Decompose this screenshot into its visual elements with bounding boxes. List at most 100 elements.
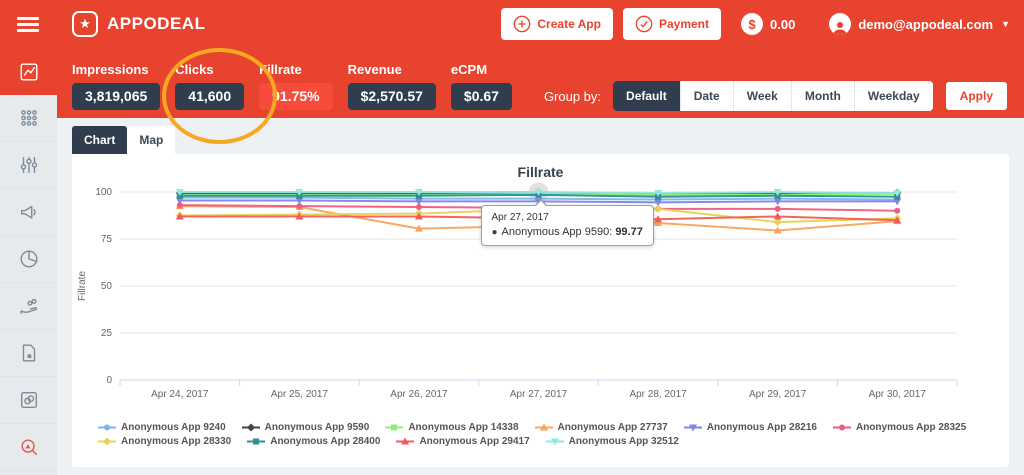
legend-marker-icon (98, 437, 116, 446)
sidebar-item-sliders[interactable] (0, 142, 57, 189)
svg-text:Apr 26, 2017: Apr 26, 2017 (390, 389, 448, 400)
legend-marker-icon (545, 438, 564, 446)
user-menu[interactable]: demo@appodeal.com ▼ (829, 13, 1010, 35)
legend-marker-icon (385, 424, 404, 431)
sidebar (0, 48, 57, 475)
svg-text:0: 0 (106, 375, 112, 386)
chart-card: Fillrate 0 25 50 75 100 Apr 24, 2017 Apr 25, 2… (72, 154, 1009, 467)
plus-circle-icon (514, 15, 531, 33)
group-by-month[interactable]: Month (791, 81, 855, 111)
metric-impressions[interactable]: Impressions 3,819,065 (72, 62, 161, 110)
ad-units-icon (20, 391, 37, 409)
svg-text:Apr 28, 2017: Apr 28, 2017 (629, 389, 687, 400)
sidebar-item-search-analytics[interactable] (0, 424, 57, 471)
group-by-label: Group by: (543, 88, 602, 104)
legend-item[interactable]: Anonymous App 28330 (98, 436, 231, 447)
legend-marker-icon (241, 423, 260, 432)
sidebar-item-hand-coins[interactable] (0, 283, 57, 330)
tooltip-date: Apr 27, 2017 (491, 212, 549, 224)
pie-chart-icon (20, 250, 37, 268)
apps-grid-icon (20, 110, 37, 126)
document-icon (22, 344, 35, 362)
apply-button[interactable]: Apply (944, 81, 1008, 111)
legend-marker-icon (396, 437, 415, 445)
user-email: demo@appodeal.com (858, 16, 994, 32)
sidebar-item-ad-units[interactable] (0, 377, 57, 424)
sliders-icon (20, 156, 37, 174)
view-tabs: Chart Map (72, 126, 176, 154)
legend-marker-icon (98, 424, 116, 431)
group-by-week[interactable]: Week (733, 81, 792, 111)
legend-item[interactable]: Anonymous App 28325 (832, 422, 966, 433)
top-header: ★ APPODEAL Create App Payment $ 0.00 dem… (0, 0, 1024, 48)
create-app-button[interactable]: Create App (501, 8, 613, 40)
metric-label: Impressions (72, 62, 149, 77)
svg-text:25: 25 (101, 328, 113, 339)
chart-title: Fillrate (517, 164, 564, 180)
metric-value: $0.67 (450, 83, 512, 110)
svg-text:Apr 25, 2017: Apr 25, 2017 (271, 389, 329, 400)
metrics-bar: Impressions 3,819,065 Clicks 41,600 Fillrate… (72, 62, 512, 110)
sidebar-item-document[interactable] (0, 330, 57, 377)
check-circle-icon (635, 15, 653, 33)
series-bullet-icon: ● (491, 227, 498, 239)
sidebar-item-line-chart[interactable] (0, 48, 57, 95)
metric-label: Revenue (347, 62, 402, 77)
metric-revenue[interactable]: Revenue $2,570.57 (347, 62, 436, 110)
balance[interactable]: $ 0.00 (741, 13, 795, 35)
group-by-date[interactable]: Date (680, 81, 734, 111)
balance-amount: 0.00 (770, 16, 796, 32)
metrics-band: Impressions 3,819,065 Clicks 41,600 Fillrate… (57, 48, 1024, 118)
megaphone-icon (20, 205, 36, 219)
chart-area[interactable]: 0 25 50 75 100 Apr 24, 2017 Apr 25, 2017 Apr 26… (72, 182, 1009, 416)
menu-icon[interactable] (17, 16, 39, 32)
sidebar-item-pie-chart[interactable] (0, 236, 57, 283)
legend-item[interactable]: Anonymous App 28216 (683, 422, 817, 433)
metric-value: 3,819,065 (72, 83, 161, 110)
svg-text:Apr 30, 2017: Apr 30, 2017 (869, 389, 927, 400)
line-chart-icon (20, 63, 37, 80)
chart-legend: Anonymous App 9240 Anonymous App 9590 Anon… (98, 422, 988, 447)
svg-text:Apr 29, 2017: Apr 29, 2017 (749, 389, 807, 400)
tooltip-series-label: Anonymous App 9590: (501, 226, 613, 239)
tab-map[interactable]: Map (127, 126, 176, 154)
group-by: Group by: Default Date Week Month Weekday Ap… (544, 81, 1008, 111)
svg-text:50: 50 (101, 281, 113, 292)
metric-label: Fillrate (259, 62, 302, 77)
avatar (829, 13, 852, 35)
svg-text:75: 75 (101, 234, 113, 245)
svg-text:Apr 24, 2017: Apr 24, 2017 (151, 389, 209, 400)
metric-ecpm[interactable]: eCPM $0.67 (450, 62, 512, 110)
sidebar-item-megaphone[interactable] (0, 189, 57, 236)
metric-clicks[interactable]: Clicks 41,600 (175, 62, 245, 110)
tab-chart[interactable]: Chart (72, 126, 128, 154)
appodeal-logo[interactable]: ★ APPODEAL (72, 11, 205, 37)
legend-item[interactable]: Anonymous App 32512 (545, 436, 679, 447)
svg-text:100: 100 (95, 187, 112, 198)
legend-item[interactable]: Anonymous App 27737 (534, 422, 668, 433)
metric-label: eCPM (450, 62, 488, 77)
legend-marker-icon (534, 423, 553, 431)
payment-button[interactable]: Payment (622, 8, 721, 40)
legend-marker-icon (247, 438, 266, 445)
metric-value: 91.75% (259, 83, 333, 110)
legend-item[interactable]: Anonymous App 29417 (396, 436, 530, 447)
metric-value: $2,570.57 (347, 83, 436, 110)
tooltip-value: 99.77 (615, 226, 643, 239)
dollar-icon: $ (741, 13, 763, 35)
legend-item[interactable]: Anonymous App 9240 (98, 422, 226, 433)
chevron-down-icon: ▼ (1001, 19, 1010, 29)
group-by-default[interactable]: Default (613, 81, 681, 111)
group-by-options: Default Date Week Month Weekday (613, 81, 933, 111)
svg-text:Fillrate: Fillrate (77, 271, 88, 301)
metric-fillrate[interactable]: Fillrate 91.75% (259, 62, 333, 110)
brand-name: APPODEAL (107, 14, 206, 33)
sidebar-item-apps-grid[interactable] (0, 95, 57, 142)
legend-item[interactable]: Anonymous App 14338 (385, 422, 519, 433)
search-analytics-icon (20, 439, 37, 456)
legend-item[interactable]: Anonymous App 28400 (247, 436, 380, 447)
group-by-weekday[interactable]: Weekday (854, 81, 933, 111)
legend-item[interactable]: Anonymous App 9590 (241, 422, 369, 433)
svg-text:Apr 27, 2017: Apr 27, 2017 (510, 389, 568, 400)
